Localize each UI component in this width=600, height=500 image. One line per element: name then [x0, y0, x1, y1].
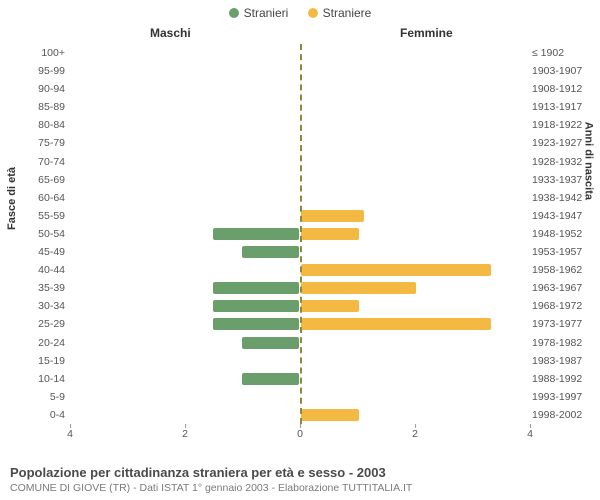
birth-year-label: 1923-1927	[532, 134, 590, 152]
age-label: 75-79	[15, 134, 65, 152]
birth-year-label: 1953-1957	[532, 243, 590, 261]
bar-male	[213, 282, 299, 294]
age-label: 95-99	[15, 62, 65, 80]
legend-item-stranieri: Stranieri	[229, 6, 289, 20]
x-tick: 4	[67, 428, 73, 440]
bar-female	[301, 210, 364, 222]
bar-male	[213, 318, 299, 330]
age-label: 50-54	[15, 225, 65, 243]
birth-year-label: 1903-1907	[532, 62, 590, 80]
age-label: 25-29	[15, 315, 65, 333]
age-label: 70-74	[15, 153, 65, 171]
center-divider	[300, 44, 302, 424]
legend-label-straniere: Straniere	[323, 6, 372, 20]
chart-title: Popolazione per cittadinanza straniera p…	[10, 465, 590, 480]
bar-female	[301, 318, 491, 330]
x-ticks: 4 2 0 2 4	[70, 426, 530, 444]
age-label: 80-84	[15, 116, 65, 134]
x-tick: 2	[412, 428, 418, 440]
age-label: 65-69	[15, 171, 65, 189]
chart-subtitle: COMUNE DI GIOVE (TR) - Dati ISTAT 1° gen…	[10, 482, 590, 494]
birth-year-label: 1973-1977	[532, 315, 590, 333]
bar-male	[242, 373, 300, 385]
bar-male	[213, 300, 299, 312]
age-label: 40-44	[15, 261, 65, 279]
birth-year-label: 1938-1942	[532, 189, 590, 207]
birth-year-label: 1918-1922	[532, 116, 590, 134]
birth-year-label: 1968-1972	[532, 297, 590, 315]
birth-year-label: 1978-1982	[532, 334, 590, 352]
birth-year-label: 1993-1997	[532, 388, 590, 406]
bar-female	[301, 300, 359, 312]
bar-male	[242, 337, 300, 349]
legend-swatch-stranieri	[229, 8, 239, 18]
header-femmine: Femmine	[400, 26, 453, 40]
age-label: 85-89	[15, 98, 65, 116]
birth-year-label: 1943-1947	[532, 207, 590, 225]
birth-year-label: 1998-2002	[532, 406, 590, 424]
birth-year-label: 1908-1912	[532, 80, 590, 98]
legend: Stranieri Straniere	[0, 6, 600, 21]
age-label: 100+	[15, 44, 65, 62]
age-label: 30-34	[15, 297, 65, 315]
x-tick: 4	[527, 428, 533, 440]
age-label: 45-49	[15, 243, 65, 261]
legend-label-stranieri: Stranieri	[244, 6, 289, 20]
birth-year-label: 1988-1992	[532, 370, 590, 388]
bar-female	[301, 264, 491, 276]
legend-swatch-straniere	[308, 8, 318, 18]
bar-female	[301, 409, 359, 421]
age-label: 5-9	[15, 388, 65, 406]
age-label: 90-94	[15, 80, 65, 98]
birth-year-label: 1948-1952	[532, 225, 590, 243]
age-label: 15-19	[15, 352, 65, 370]
bar-male	[242, 246, 300, 258]
x-tick: 0	[297, 428, 303, 440]
age-label: 10-14	[15, 370, 65, 388]
birth-year-label: 1928-1932	[532, 153, 590, 171]
age-label: 0-4	[15, 406, 65, 424]
birth-year-label: ≤ 1902	[532, 44, 590, 62]
age-label: 55-59	[15, 207, 65, 225]
birth-year-label: 1983-1987	[532, 352, 590, 370]
age-label: 60-64	[15, 189, 65, 207]
bar-female	[301, 282, 416, 294]
bar-female	[301, 228, 359, 240]
birth-year-label: 1913-1917	[532, 98, 590, 116]
x-tick: 2	[182, 428, 188, 440]
plot-area: 100+≤ 190295-991903-190790-941908-191285…	[70, 44, 530, 444]
birth-year-label: 1958-1962	[532, 261, 590, 279]
birth-year-label: 1933-1937	[532, 171, 590, 189]
header-maschi: Maschi	[150, 26, 191, 40]
legend-item-straniere: Straniere	[308, 6, 372, 20]
age-label: 20-24	[15, 334, 65, 352]
bar-male	[213, 228, 299, 240]
pyramid-chart: Stranieri Straniere Maschi Femmine Fasce…	[0, 0, 600, 500]
chart-footer: Popolazione per cittadinanza straniera p…	[10, 465, 590, 494]
birth-year-label: 1963-1967	[532, 279, 590, 297]
age-label: 35-39	[15, 279, 65, 297]
